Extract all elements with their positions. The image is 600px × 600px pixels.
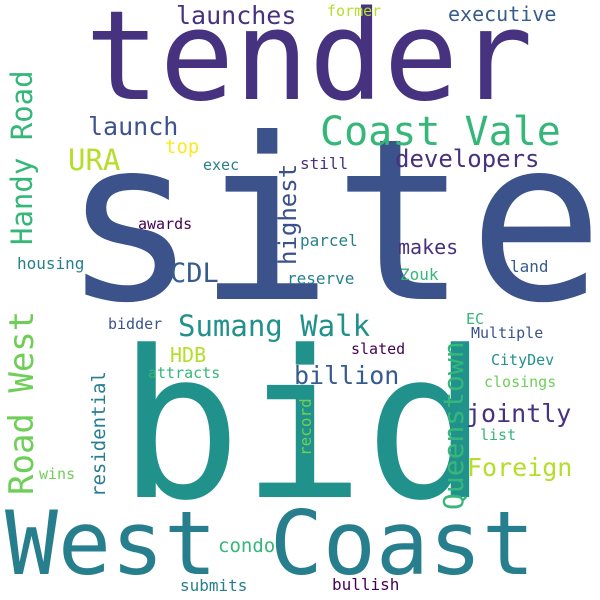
word-highest: highest bbox=[274, 163, 302, 265]
word-attracts: attracts bbox=[148, 364, 221, 382]
word-ura: URA bbox=[68, 143, 121, 177]
word-makes: makes bbox=[398, 235, 459, 259]
word-residential: residential bbox=[88, 371, 110, 497]
word-still: still bbox=[300, 154, 349, 173]
word-list: list bbox=[480, 426, 517, 444]
word-west-coast: West Coast bbox=[5, 492, 535, 595]
word-site: site bbox=[62, 91, 600, 353]
word-road-west: Road West bbox=[2, 310, 42, 495]
word-jointly: jointly bbox=[466, 399, 572, 428]
word-closings: closings bbox=[484, 373, 557, 391]
word-submits: submits bbox=[180, 576, 248, 595]
word-zouk: Zouk bbox=[400, 265, 439, 284]
word-sumang-walk: Sumang Walk bbox=[178, 309, 371, 343]
word-coast-vale: Coast Vale bbox=[320, 109, 561, 155]
word-awards: awards bbox=[138, 215, 193, 233]
word-exec: exec bbox=[203, 156, 240, 174]
word-land: land bbox=[510, 257, 549, 276]
word-parcel: parcel bbox=[300, 231, 358, 250]
word-bidder: bidder bbox=[108, 315, 163, 333]
word-bid: bid bbox=[118, 308, 489, 546]
word-reserve: reserve bbox=[287, 269, 355, 288]
word-slated: slated bbox=[351, 340, 406, 358]
word-condo: condo bbox=[218, 535, 276, 557]
word-former: former bbox=[327, 2, 382, 20]
word-multiple: Multiple bbox=[471, 324, 544, 342]
word-citydev: CityDev bbox=[491, 351, 555, 369]
word-developers: developers bbox=[395, 145, 540, 173]
word-billion: billion bbox=[294, 361, 400, 390]
word-record: record bbox=[296, 398, 315, 456]
word-wins: wins bbox=[39, 465, 76, 483]
word-launch: launch bbox=[88, 112, 179, 141]
word-hdb: HDB bbox=[170, 343, 207, 367]
word-queenstown: Queenstown bbox=[437, 341, 470, 510]
word-executive: executive bbox=[448, 2, 557, 26]
word-housing: housing bbox=[17, 254, 85, 273]
word-ec: EC bbox=[466, 310, 485, 328]
word-tender: tender bbox=[85, 0, 533, 129]
word-top: top bbox=[165, 136, 200, 158]
word-launches: launches bbox=[176, 1, 297, 30]
word-bullish: bullish bbox=[332, 575, 400, 594]
word-cdl: CDL bbox=[170, 258, 219, 289]
word-handy-road: Handy Road bbox=[5, 70, 39, 245]
word-foreign: Foreign bbox=[467, 453, 573, 482]
